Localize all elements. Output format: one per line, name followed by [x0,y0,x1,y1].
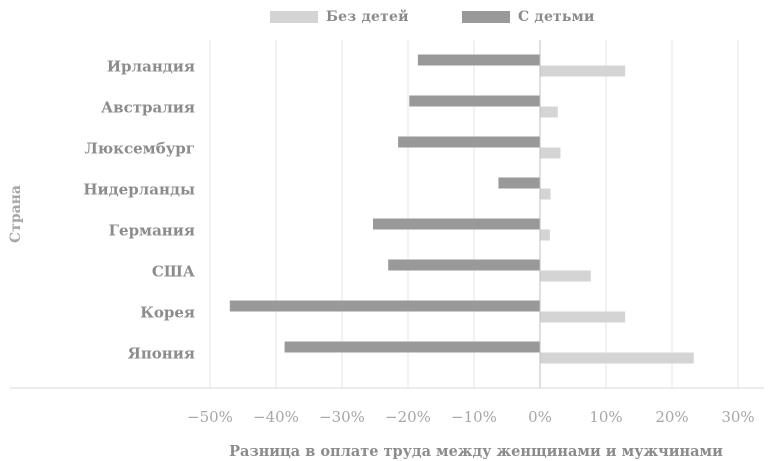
legend-swatch-without-children [270,11,318,23]
x-tick-label: −50% [187,408,233,426]
x-tick-label: −30% [319,408,365,426]
legend: Без детей С детьми [0,7,772,27]
x-tick-label: −20% [385,408,431,426]
x-tick-label: 20% [655,408,688,426]
bar-with-children [498,177,540,189]
bar-with-children [409,95,540,107]
x-tick-label: −10% [451,408,497,426]
category-label: Корея [140,304,195,322]
bar-with-children [417,54,540,66]
bar-without-children [540,270,591,282]
x-axis-title: Разница в оплате труда между женщинами и… [229,443,723,460]
category-label: Австралия [101,99,195,117]
bar-without-children [540,229,550,241]
x-tick-label: 10% [589,408,622,426]
legend-swatch-with-children [462,11,510,23]
bar-with-children [284,341,540,353]
bar-without-children [540,352,694,364]
bar-without-children [540,147,561,159]
bar-with-children [388,259,540,271]
bar-with-children [229,300,541,312]
category-label: Нидерланды [83,181,195,199]
y-axis-title: Страна [8,185,24,243]
bar-without-children [540,65,626,77]
x-tick-label: 30% [721,408,754,426]
category-label: Люксембург [85,140,195,158]
category-label: США [152,263,196,281]
bar-without-children [540,106,558,118]
category-label: Ирландия [107,58,195,76]
bar-with-children [398,136,540,148]
bar-with-children [373,218,540,230]
category-label: Германия [109,222,195,240]
bar-without-children [540,188,551,200]
legend-label-without-children: Без детей [326,9,409,25]
bar-without-children [540,311,626,323]
legend-item-without-children: Без детей [270,7,409,27]
x-tick-label: 0% [528,408,552,426]
legend-item-with-children: С детьми [462,7,595,27]
x-tick-label: −40% [253,408,299,426]
category-label: Япония [128,345,195,363]
legend-label-with-children: С детьми [518,9,595,25]
